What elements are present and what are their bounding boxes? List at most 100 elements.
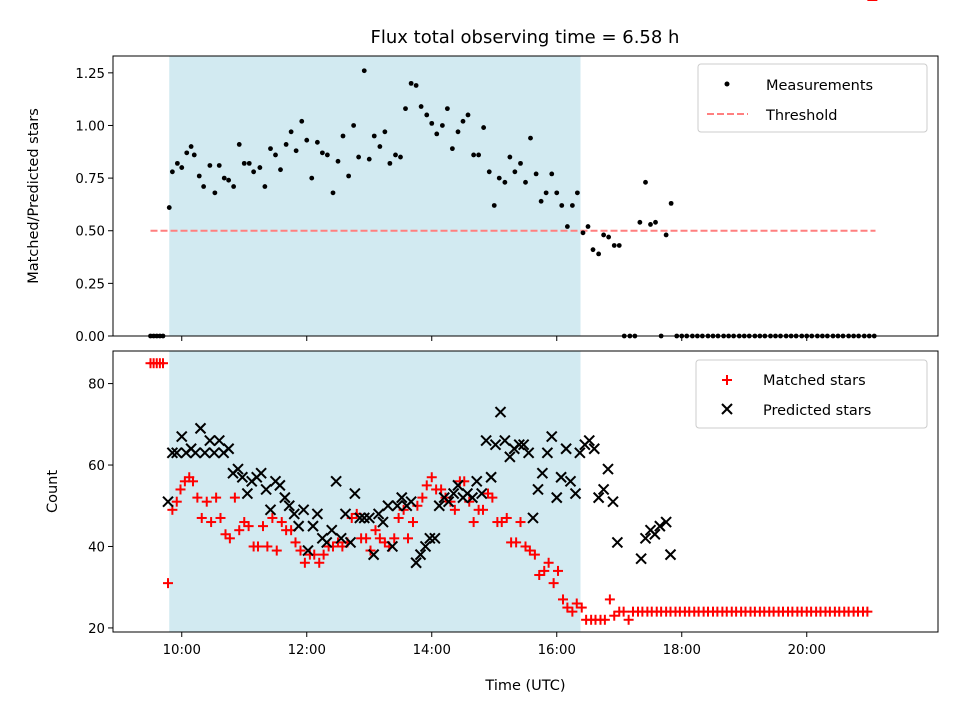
predicted-star-point [339,508,352,520]
predicted-star-point [372,508,385,520]
predicted-star-point [466,491,479,504]
matched-star-point [393,512,404,523]
measurement-point [366,156,372,162]
measurement-point [174,160,180,166]
predicted-star-point [386,540,399,553]
predicted-star-point [391,500,404,512]
measurement-point [476,152,482,158]
predicted-star-point [588,443,600,455]
measurement-point [507,154,513,160]
predicted-star-point [499,434,511,447]
matched-star-point [253,541,263,552]
predicted-star-point [447,487,460,500]
predicted-star-point [326,524,338,536]
matched-star-point [478,504,488,515]
matched-star-point [224,533,235,544]
predicted-star-point [274,479,286,492]
measurement-point [184,150,190,156]
bottom-legend: Matched stars Predicted stars [695,359,928,429]
predicted-star-point [405,495,417,508]
matched-star-point [295,545,306,556]
predicted-star-point [527,512,539,524]
matched-star-point [258,521,268,532]
predicted-star-point [522,447,535,459]
measurement-point [231,184,237,189]
measurement-point [668,200,674,206]
matched-star-point [408,517,418,528]
measurement-point [596,251,602,257]
measurement-point [216,163,222,168]
predicted-star-point [541,447,554,459]
predicted-stars-points [162,406,677,569]
matched-star-point [515,517,526,528]
predicted-star-point [649,528,661,540]
predicted-star-point [162,495,174,508]
measurement-point [648,222,653,227]
matched-star-point [361,533,372,544]
measurement-point [486,169,492,175]
predicted-star-point [194,422,207,435]
matched-star-point [158,358,168,369]
matched-star-point [529,549,540,560]
measurement-point [382,129,388,135]
matched-star-point [201,496,212,507]
matched-star-point [163,578,173,589]
y-tick-label: 20 [88,622,105,637]
measurement-point [408,80,414,86]
chart-title: Flux total observing time = 6.58 h [371,27,680,48]
measurement-point [580,230,586,236]
predicted-star-point [485,471,497,483]
predicted-star-point [176,430,188,443]
measurement-point [393,152,398,158]
measurement-point [663,232,669,238]
measurement-point [283,142,289,147]
measurement-point [481,125,487,130]
measurement-point [268,146,273,152]
matched-star-point [511,537,522,548]
measurement-point [616,243,622,248]
measurement-point [179,165,185,170]
measurement-point [418,104,424,109]
y-tick-label: 1.00 [75,119,105,134]
predicted-star-point [311,508,324,520]
top-y-ticks: 0.00 0.25 0.50 0.75 1.00 1.25 [75,67,113,345]
measurement-point [226,177,232,183]
x-axis-label: Time (UTC) [484,678,565,694]
predicted-star-point [607,495,619,508]
predicted-star-point [396,491,408,504]
x-tick-label: 12:00 [288,643,326,658]
predicted-star-point [494,406,507,418]
predicted-star-point [349,487,361,500]
measurement-point [585,224,591,229]
measurement-point [429,120,435,126]
matched-star-point [576,602,587,613]
legend-measurements-label: Measurements [766,78,873,94]
top-x-ticks [181,336,808,341]
measurement-point [559,203,565,208]
matched-star-point [318,549,329,560]
measurement-point [554,190,560,196]
measurement-point [309,175,315,181]
predicted-star-point [546,430,558,443]
measurement-point [460,118,466,124]
y-tick-label: 1.25 [75,67,105,82]
measurement-point [637,219,643,225]
measurement-point [502,179,508,185]
measurement-point [236,142,242,147]
predicted-star-point [654,520,666,532]
matched-star-point [623,614,634,625]
measurement-point [387,160,393,166]
predicted-star-point [597,483,610,496]
predicted-star-point [166,447,179,459]
predicted-star-point [199,447,211,459]
predicted-star-point [442,495,455,508]
measurement-point [166,205,172,210]
measurement-point [314,139,320,145]
measurement-point [413,83,419,88]
predicted-star-point [611,536,624,549]
measurement-point [319,150,325,156]
measurement-point [518,160,523,166]
predicted-star-point [330,475,342,488]
